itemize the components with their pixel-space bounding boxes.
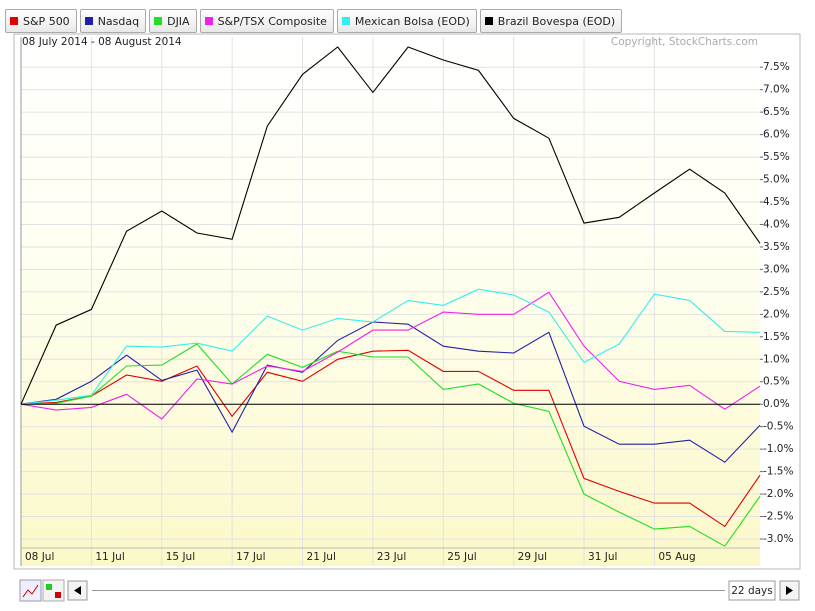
- legend-label: Mexican Bolsa (EOD): [354, 14, 470, 28]
- series-line: [20, 343, 761, 547]
- x-tick-label: 21 Jul: [307, 551, 336, 563]
- series-line: [20, 46, 761, 405]
- x-tick-label: 08 Jul: [25, 551, 54, 563]
- legend-entry[interactable]: Mexican Bolsa (EOD): [336, 9, 477, 33]
- legend-swatch: [10, 17, 18, 25]
- y-tick-label: 1.0%: [763, 353, 790, 365]
- chart-type-button[interactable]: [19, 579, 42, 602]
- y-tick-label: -3.0%: [763, 533, 793, 545]
- y-tick-label: -1.0%: [763, 443, 793, 455]
- legend-label: S&P 500: [23, 14, 70, 28]
- legend-entry[interactable]: Brazil Bovespa (EOD): [479, 9, 623, 33]
- y-tick-label: 2.0%: [763, 308, 790, 320]
- icon: [74, 586, 81, 595]
- y-tick-label: 7.0%: [763, 84, 790, 96]
- date-range: 08 July 2014 - 08 August 2014: [22, 36, 182, 48]
- y-tick-label: 0.5%: [763, 376, 790, 388]
- legend-label: S&P/TSX Composite: [217, 14, 327, 28]
- y-tick-label: 4.0%: [763, 218, 790, 230]
- legend-label: Brazil Bovespa (EOD): [497, 14, 616, 28]
- y-tick-label: -2.5%: [763, 511, 793, 523]
- x-tick-label: 15 Jul: [166, 551, 195, 563]
- legend-entry[interactable]: S&P/TSX Composite: [199, 9, 334, 33]
- y-tick-label: 3.5%: [763, 241, 790, 253]
- series-line: [20, 349, 761, 528]
- y-tick-label: 3.0%: [763, 263, 790, 275]
- legend-label: Nasdaq: [97, 14, 140, 28]
- y-tick-label: 5.5%: [763, 151, 790, 163]
- y-tick-label: 7.5%: [763, 61, 790, 73]
- y-tick-label: 2.5%: [763, 286, 790, 298]
- y-tick-label: -2.0%: [763, 488, 793, 500]
- y-tick-label: 5.0%: [763, 174, 790, 186]
- x-tick-label: 23 Jul: [377, 551, 406, 563]
- y-tick-label: 6.0%: [763, 129, 790, 141]
- y-tick-label: 4.5%: [763, 196, 790, 208]
- legend-swatch: [484, 17, 493, 25]
- legend: S&P 500 Nasdaq DJIA S&P/TSX Composite Mexica…: [5, 9, 623, 33]
- icon: [55, 592, 61, 598]
- icon: [786, 586, 793, 595]
- period-select[interactable]: [728, 580, 776, 601]
- legend-entry[interactable]: S&P 500: [5, 9, 77, 33]
- x-tick-label: 31 Jul: [588, 551, 617, 563]
- icon: [22, 584, 39, 598]
- x-tick-label: 05 Aug: [658, 551, 695, 563]
- series-line: [20, 291, 761, 420]
- x-tick-label: 11 Jul: [95, 551, 124, 563]
- legend-swatch: [154, 17, 163, 25]
- period-label: 22 days: [731, 585, 772, 597]
- icon: [46, 584, 52, 590]
- x-tick-label: 17 Jul: [236, 551, 265, 563]
- y-tick-label: 6.5%: [763, 106, 790, 118]
- x-tick-label: 25 Jul: [447, 551, 476, 563]
- credit: Copyright, StockCharts.com: [611, 36, 758, 48]
- series-line: [20, 321, 761, 463]
- legend-label: DJIA: [167, 14, 190, 28]
- series-line: [20, 288, 761, 405]
- legend-swatch: [84, 17, 93, 25]
- legend-entry[interactable]: DJIA: [149, 9, 197, 33]
- x-tick-label: 29 Jul: [518, 551, 547, 563]
- y-tick-label: -1.5%: [763, 466, 793, 478]
- y-tick-label: -0.5%: [763, 421, 793, 433]
- y-tick-label: 1.5%: [763, 331, 790, 343]
- legend-swatch: [341, 17, 350, 25]
- legend-swatch: [204, 17, 213, 25]
- plot-background: [21, 37, 760, 566]
- y-tick-label: 0.0%: [763, 398, 790, 410]
- legend-entry[interactable]: Nasdaq: [79, 9, 147, 33]
